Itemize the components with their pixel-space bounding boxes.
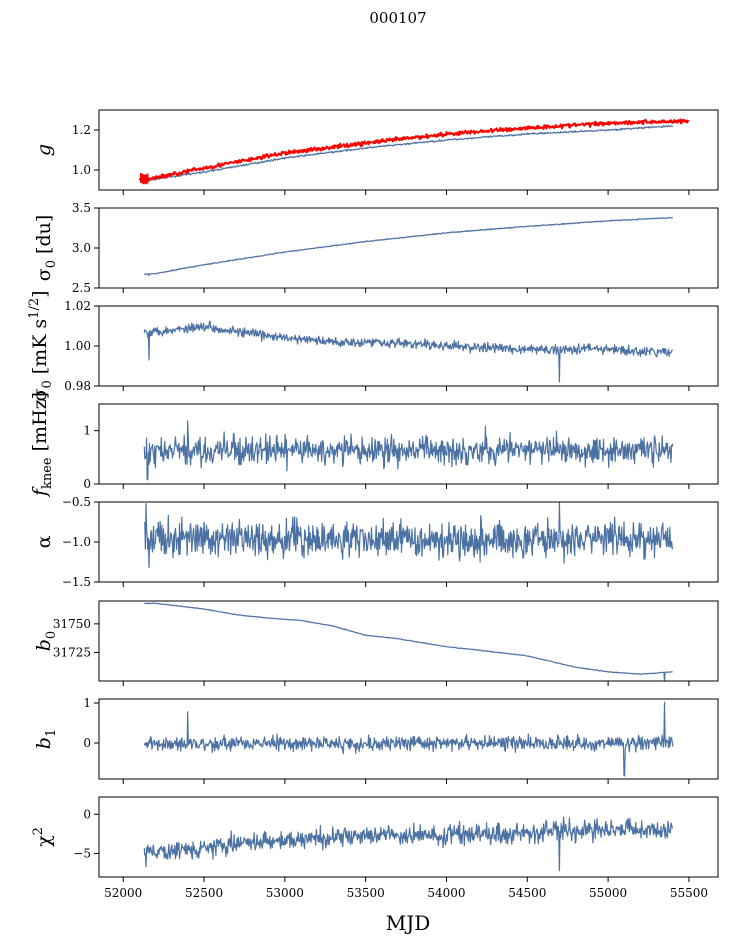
series-line-blue — [144, 602, 673, 682]
y-tick-label: 0 — [83, 807, 91, 821]
series-line-blue — [143, 216, 674, 277]
y-tick-label: 3.5 — [72, 201, 91, 215]
axes-frame — [98, 796, 719, 878]
x-tick-label: 52500 — [185, 886, 223, 900]
x-tick-label: 52000 — [104, 886, 142, 900]
y-tick-label: −0.5 — [62, 495, 91, 509]
axes-frame — [98, 698, 719, 780]
panel-7: 0 1 b1 — [33, 696, 719, 784]
y-tick-label: 0 — [83, 477, 91, 491]
y-axis-label: σ0 [mK s1/2] — [27, 290, 55, 401]
figure-suptitle: 000107 — [369, 9, 426, 27]
series-line-blue — [143, 501, 674, 569]
series-line-red — [138, 118, 690, 185]
y-axis-label: σ0 [du] — [33, 215, 59, 282]
y-tick-label: 1 — [83, 696, 91, 710]
y-tick-label: 1.02 — [64, 299, 91, 313]
y-axis-label: α — [33, 535, 55, 548]
axes-frame — [98, 600, 719, 682]
y-tick-label: −5 — [73, 846, 91, 860]
series-line-blue — [143, 816, 674, 872]
y-axis-label: b0 — [33, 631, 59, 651]
x-tick-label: 53500 — [347, 886, 385, 900]
axes-frame — [98, 305, 719, 387]
axes-frame — [98, 109, 719, 191]
x-tick-label: 54500 — [508, 886, 546, 900]
series-line-blue — [143, 320, 674, 383]
y-axis-label: b1 — [33, 729, 59, 749]
series-line-blue — [143, 420, 674, 481]
panel-5: −1.5 −1.0 −0.5 α — [33, 495, 719, 589]
axes-frame — [98, 403, 719, 485]
y-tick-label: 1 — [83, 424, 91, 438]
x-tick-label: 54000 — [427, 886, 465, 900]
y-axis-label: g — [33, 144, 55, 156]
figure-xlabel: MJD — [386, 911, 431, 935]
x-tick-label: 55000 — [589, 886, 627, 900]
y-axis-label: χ2 — [31, 827, 55, 847]
panel-1: 1.0 1.2 g — [33, 109, 719, 195]
x-tick-label: 53000 — [266, 886, 304, 900]
y-tick-label: 1.0 — [72, 163, 91, 177]
y-tick-label: 0 — [83, 736, 91, 750]
y-tick-label: −1.5 — [62, 575, 91, 589]
y-tick-label: 1.2 — [72, 123, 91, 137]
y-tick-label: 31725 — [53, 645, 91, 659]
series-line-blue — [143, 125, 674, 182]
x-tick-label: 55500 — [670, 886, 708, 900]
series-line-blue — [143, 701, 674, 777]
y-axis-label: fknee [mHz] — [29, 392, 55, 498]
panel-4: 0 1 fknee [mHz] — [29, 392, 719, 498]
y-tick-label: 0.98 — [64, 379, 91, 393]
y-tick-label: 1.00 — [64, 339, 91, 353]
y-tick-label: −1.0 — [62, 535, 91, 549]
panel-3: 0.98 1.00 1.02 σ0 [mK s1/2] — [27, 290, 719, 402]
panels: 1.0 1.2 g 2.5 3.0 3.5 σ0 [du] 0.98 1.00 1.02 σ0 [m… — [27, 109, 719, 900]
y-tick-label: 31750 — [53, 617, 91, 631]
y-tick-label: 2.5 — [72, 281, 91, 295]
panel-2: 2.5 3.0 3.5 σ0 [du] — [33, 201, 719, 295]
panel-8: 52000 52500 53000 53500 54000 54500 55000 55500… — [31, 796, 719, 900]
y-tick-label: 3.0 — [72, 241, 91, 255]
